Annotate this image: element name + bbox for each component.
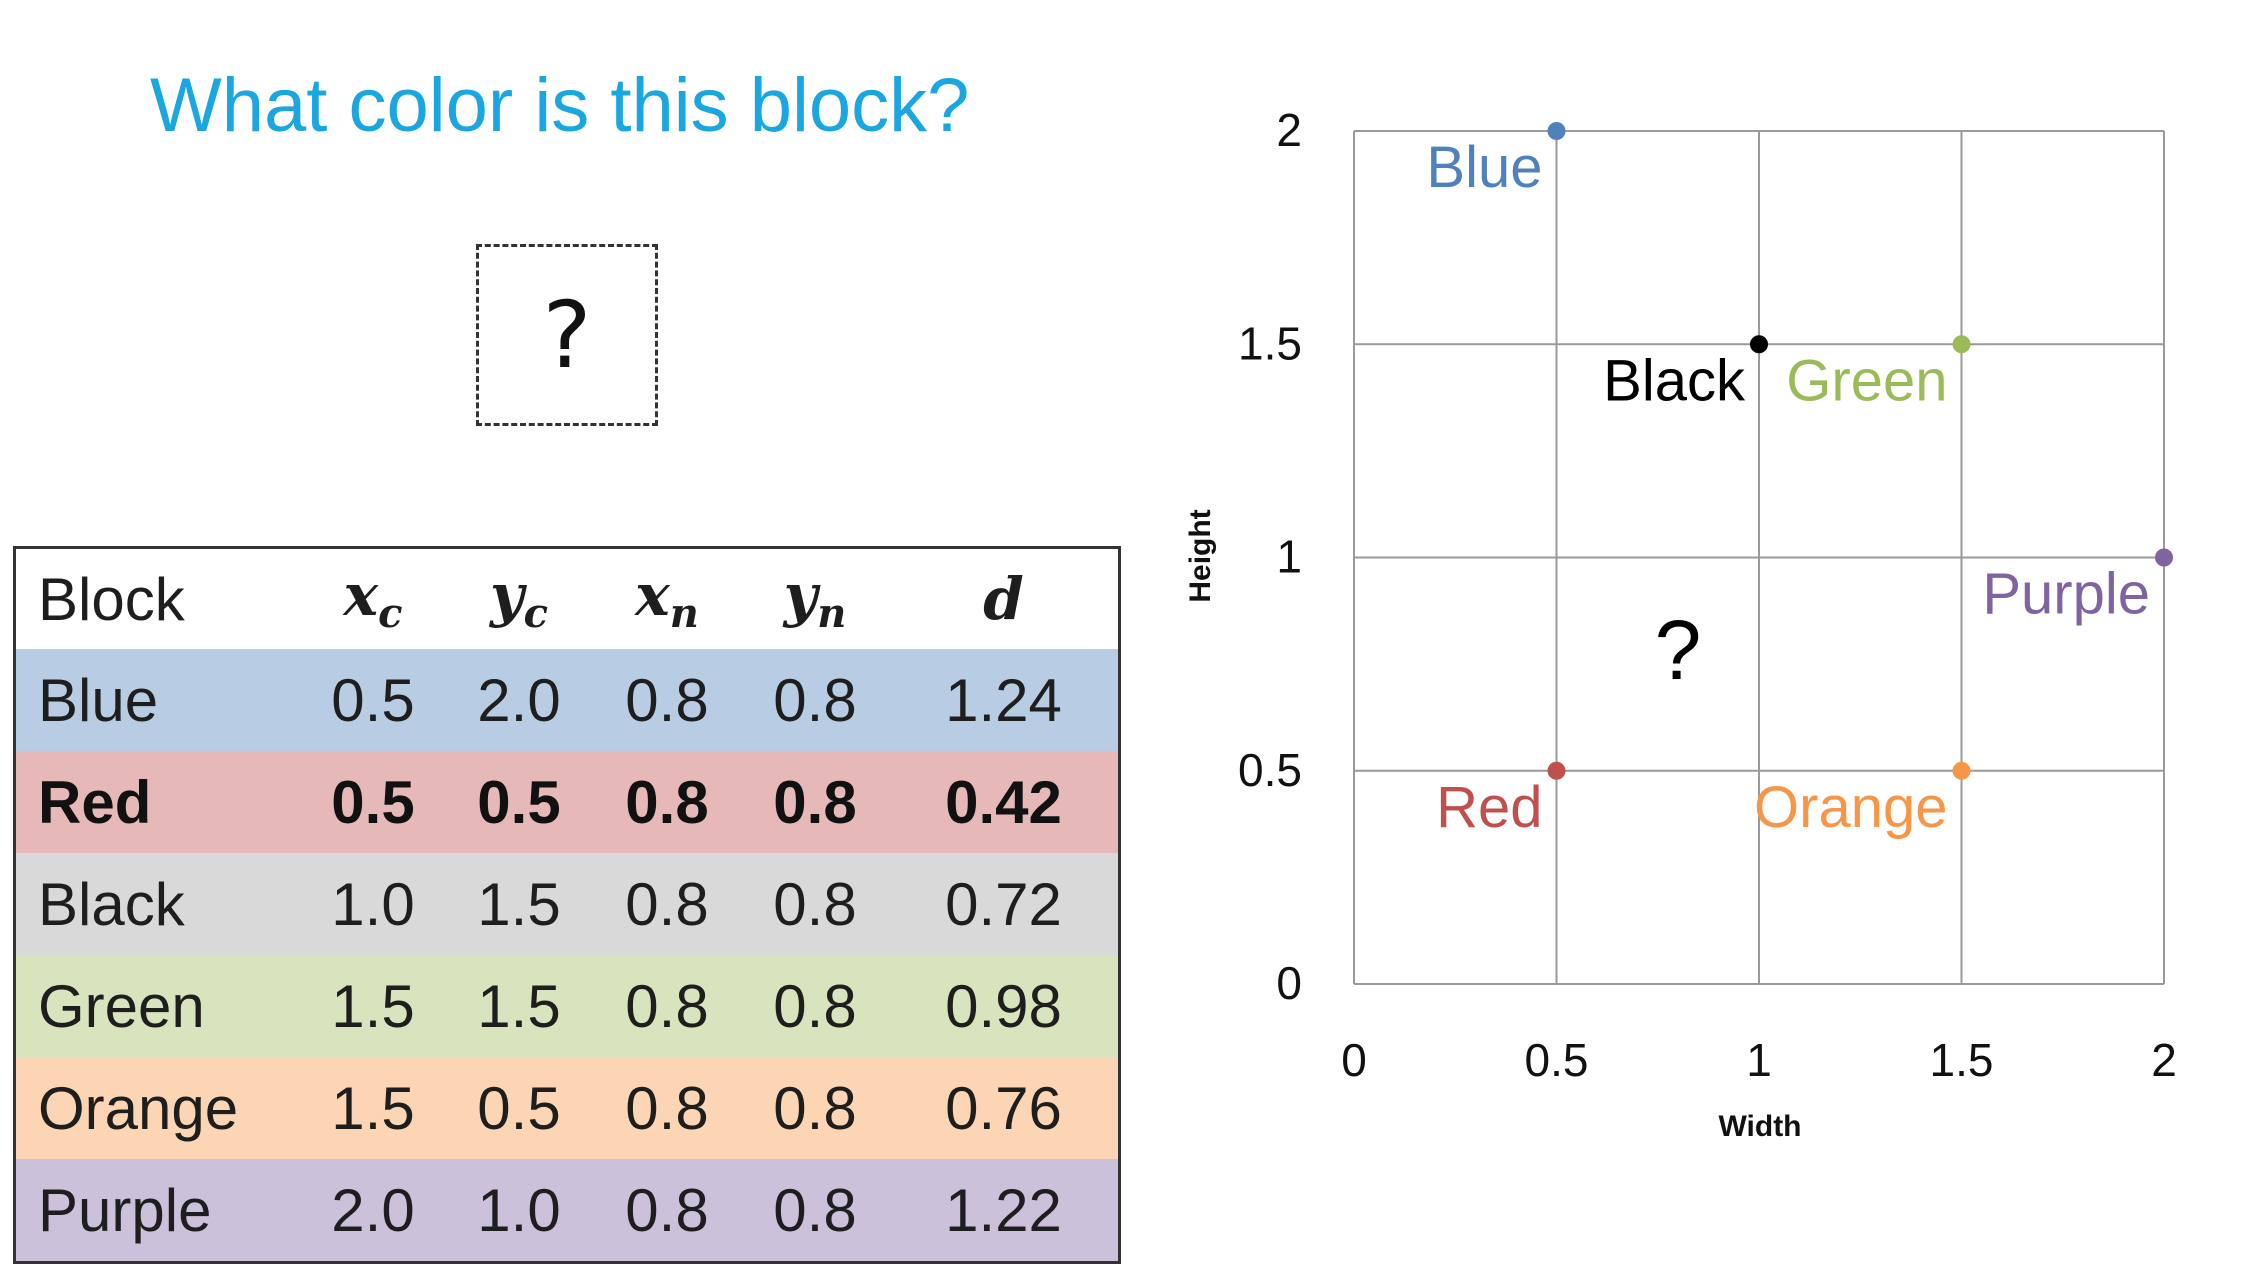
y-tick-label: 0 (1276, 957, 1302, 1009)
x-tick-label: 1.5 (1930, 1034, 1994, 1086)
header-yn: yn (783, 561, 847, 637)
cell-d: 1.22 (945, 1176, 1062, 1244)
table-row: Red 0.5 0.5 0.8 0.8 0.42 (16, 751, 1118, 853)
cell-xn: 0.8 (625, 666, 709, 734)
cell-yn: 0.8 (773, 768, 857, 836)
cell-xn: 0.8 (625, 1074, 709, 1142)
cell-yc: 1.0 (477, 1176, 561, 1244)
point-label-purple: Purple (1982, 562, 2150, 627)
query-point: ? (1655, 603, 1702, 697)
cell-xn: 0.8 (625, 768, 709, 836)
cell-yc: 1.5 (477, 972, 561, 1040)
y-tick-label: 0.5 (1238, 744, 1302, 796)
point-blue (1547, 122, 1566, 140)
cell-xc: 1.0 (331, 870, 415, 938)
x-tick-label: 0 (1341, 1034, 1367, 1086)
point-red (1547, 761, 1566, 780)
cell-xc: 0.5 (331, 768, 415, 836)
cell-yn: 0.8 (773, 870, 857, 938)
x-tick-label: 2 (2151, 1034, 2177, 1086)
cell-yc: 2.0 (477, 666, 561, 734)
cell-xc: 1.5 (331, 1074, 415, 1142)
cell-xn: 0.8 (625, 870, 709, 938)
point-label-blue: Blue (1426, 135, 1542, 200)
cell-block: Orange (38, 1074, 239, 1142)
cell-d: 0.42 (945, 768, 1062, 836)
x-axis-label: Width (1718, 1110, 1801, 1143)
header-yc: yc (489, 561, 549, 637)
cell-yn: 0.8 (773, 1074, 857, 1142)
cell-xn: 0.8 (625, 1176, 709, 1244)
point-label-orange: Orange (1754, 775, 1947, 840)
y-tick-label: 1.5 (1238, 317, 1302, 369)
point-label-black: Black (1603, 348, 1746, 413)
table-row: Blue 0.5 2.0 0.8 0.8 1.24 (16, 649, 1118, 751)
header-xn: xn (635, 561, 699, 637)
y-tick-label: 2 (1276, 104, 1302, 156)
y-axis-label: Height (1184, 509, 1217, 602)
point-label-green: Green (1786, 348, 1947, 413)
cell-block: Blue (38, 666, 159, 734)
point-orange (1952, 761, 1971, 780)
point-green (1952, 335, 1971, 354)
cell-d: 1.24 (945, 666, 1062, 734)
y-tick-labels: 0 0.5 1 1.5 2 (1238, 104, 1302, 1009)
cell-block: Green (38, 972, 205, 1040)
table-row: Orange 1.5 0.5 0.8 0.8 0.76 (16, 1057, 1118, 1159)
cell-xn: 0.8 (625, 972, 709, 1040)
header-xc: xc (343, 561, 403, 637)
chart-grid (1353, 130, 2165, 985)
header-block: Block (38, 565, 185, 633)
cell-yn: 0.8 (773, 972, 857, 1040)
query-point-marker: ? (1655, 603, 1702, 697)
cell-xc: 1.5 (331, 972, 415, 1040)
x-tick-label: 1 (1746, 1034, 1772, 1086)
cell-yc: 0.5 (477, 1074, 561, 1142)
cell-xc: 2.0 (331, 1176, 415, 1244)
x-tick-labels: 0 0.5 1 1.5 2 (1341, 1034, 2177, 1086)
y-tick-label: 1 (1276, 531, 1302, 583)
query-block-box: ? (476, 244, 658, 426)
cell-yn: 0.8 (773, 1176, 857, 1244)
cell-yc: 1.5 (477, 870, 561, 938)
distance-table: Block xc yc xn yn d Blue 0.5 2.0 0.8 0.8 1.24… (13, 546, 1121, 1264)
cell-yc: 0.5 (477, 768, 561, 836)
cell-block: Black (38, 870, 185, 938)
chart-points: Blue Black Green Purple Red Orange (1426, 122, 2173, 840)
table-row: Purple 2.0 1.0 0.8 0.8 1.22 (16, 1159, 1118, 1261)
point-black (1750, 335, 1768, 354)
point-purple (2155, 548, 2173, 567)
cell-d: 0.98 (945, 972, 1062, 1040)
point-label-red: Red (1436, 775, 1542, 840)
table-row: Black 1.0 1.5 0.8 0.8 0.72 (16, 853, 1118, 955)
table-body: Blue 0.5 2.0 0.8 0.8 1.24 Red 0.5 0.5 0.8 0.8 0.42 B… (16, 649, 1118, 1261)
header-d: d (983, 565, 1024, 633)
cell-block: Red (38, 768, 152, 836)
cell-yn: 0.8 (773, 666, 857, 734)
x-tick-label: 0.5 (1525, 1034, 1589, 1086)
table-row: Green 1.5 1.5 0.8 0.8 0.98 (16, 955, 1118, 1057)
cell-d: 0.76 (945, 1074, 1062, 1142)
table-header-row: Block xc yc xn yn d (16, 549, 1118, 649)
cell-xc: 0.5 (331, 666, 415, 734)
cell-d: 0.72 (945, 870, 1062, 938)
page-title: What color is this block? (150, 63, 970, 148)
question-mark-icon: ? (542, 281, 592, 389)
cell-block: Purple (38, 1176, 212, 1244)
